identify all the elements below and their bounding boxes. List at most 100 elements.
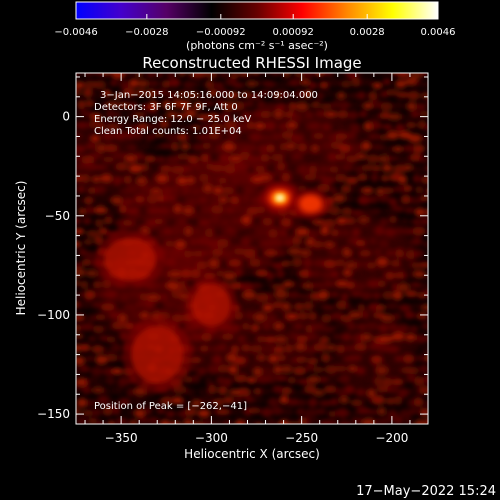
annotation-line: Energy Range: 12.0 − 25.0 keV (94, 114, 251, 125)
ripple-cell (244, 395, 256, 404)
ripple-cell (228, 259, 242, 267)
ripple-cell (108, 183, 120, 193)
ripple-cell (395, 249, 405, 258)
ripple-cell (252, 110, 264, 119)
ripple-cell (139, 311, 150, 320)
ripple-cell (422, 240, 428, 248)
ripple-cell (421, 304, 428, 311)
ripple-cell (161, 99, 172, 110)
ripple-cell (304, 384, 317, 395)
ripple-cell (259, 134, 273, 141)
ripple-cell (320, 313, 332, 324)
ripple-cell (213, 81, 224, 89)
ripple-cell (355, 283, 367, 290)
ripple-cell (76, 144, 86, 153)
ripple-cell (299, 79, 311, 86)
ripple-cell (337, 240, 348, 249)
ripple-cell (76, 324, 82, 332)
ripple-cell (192, 205, 203, 213)
ripple-cell (329, 291, 340, 298)
ripple-cell (244, 226, 255, 236)
ripple-cell (413, 270, 426, 278)
ripple-cell (223, 141, 236, 152)
ripple-cell (277, 80, 289, 91)
ripple-cell (146, 73, 156, 78)
ripple-cell (100, 173, 113, 183)
ripple-cell (398, 408, 413, 419)
ripple-cell (239, 133, 249, 141)
ripple-cell (328, 374, 342, 384)
ripple-cell (283, 280, 294, 288)
ripple-cell (404, 290, 418, 298)
ripple-cell (380, 313, 395, 323)
ripple-cell (91, 344, 105, 354)
ripple-cell (356, 73, 366, 77)
ripple-cell (100, 303, 115, 312)
ripple-cell (318, 375, 329, 384)
ripple-cell (266, 314, 277, 323)
ripple-cell (212, 397, 225, 407)
ripple-cell (398, 257, 412, 268)
ripple-cell (91, 175, 101, 183)
ripple-cell (290, 172, 305, 183)
ripple-cell (76, 196, 82, 207)
ripple-cell (393, 145, 404, 153)
ripple-cell (316, 91, 325, 101)
ripple-cell (192, 164, 205, 171)
ripple-cell (253, 387, 262, 395)
ripple-cell (340, 80, 352, 88)
colorbar-tick-label: 0.00092 (273, 27, 314, 38)
colorbar-tick-label: 0.0028 (350, 27, 385, 38)
ripple-cell (400, 342, 411, 352)
ripple-cell (411, 237, 423, 246)
ripple-cell (247, 407, 261, 414)
ripple-cell (223, 120, 238, 131)
ripple-cell (169, 78, 181, 88)
ripple-cell (212, 354, 223, 365)
ripple-cell (413, 397, 424, 407)
ripple-cell (204, 80, 215, 89)
ripple-cell (234, 397, 243, 404)
ripple-cell (111, 73, 126, 79)
ripple-cell (370, 172, 379, 183)
ripple-cell (144, 155, 156, 163)
ripple-cell (318, 166, 330, 173)
ripple-cell (297, 164, 309, 175)
ripple-cell (240, 259, 253, 267)
ripple-cell (350, 399, 363, 407)
ripple-cell (87, 335, 98, 343)
ripple-cell (419, 194, 428, 202)
ripple-cell (199, 219, 211, 227)
ripple-cell (273, 365, 282, 375)
ripple-cell (420, 91, 428, 100)
ripple-cell (307, 228, 319, 239)
ripple-cell (260, 110, 272, 119)
ripple-cell (273, 109, 284, 119)
ripple-cell (379, 217, 389, 227)
ripple-cell (350, 251, 361, 259)
ripple-cell (139, 142, 152, 150)
ripple-cell (363, 375, 375, 383)
ripple-cell (296, 378, 311, 385)
ripple-cell (295, 356, 308, 364)
ripple-cell (422, 354, 428, 362)
ripple-cell (103, 216, 113, 225)
ripple-cell (286, 398, 300, 407)
ripple-cell (338, 374, 351, 384)
ripple-cell (234, 268, 243, 277)
ripple-cell (290, 216, 304, 226)
ripple-cell (217, 364, 230, 374)
ripple-cell (176, 302, 187, 311)
ripple-cell (122, 87, 136, 98)
ripple-cell (333, 193, 346, 204)
ripple-cell (248, 239, 261, 248)
ripple-cell (348, 101, 362, 109)
ripple-cell (409, 325, 419, 333)
ripple-cell (378, 154, 391, 164)
ripple-cell (305, 363, 315, 372)
ripple-cell (293, 322, 304, 330)
ripple-cell (199, 345, 210, 352)
ripple-cell (129, 101, 138, 111)
ripple-cell (318, 290, 329, 301)
ripple-cell (381, 123, 393, 130)
